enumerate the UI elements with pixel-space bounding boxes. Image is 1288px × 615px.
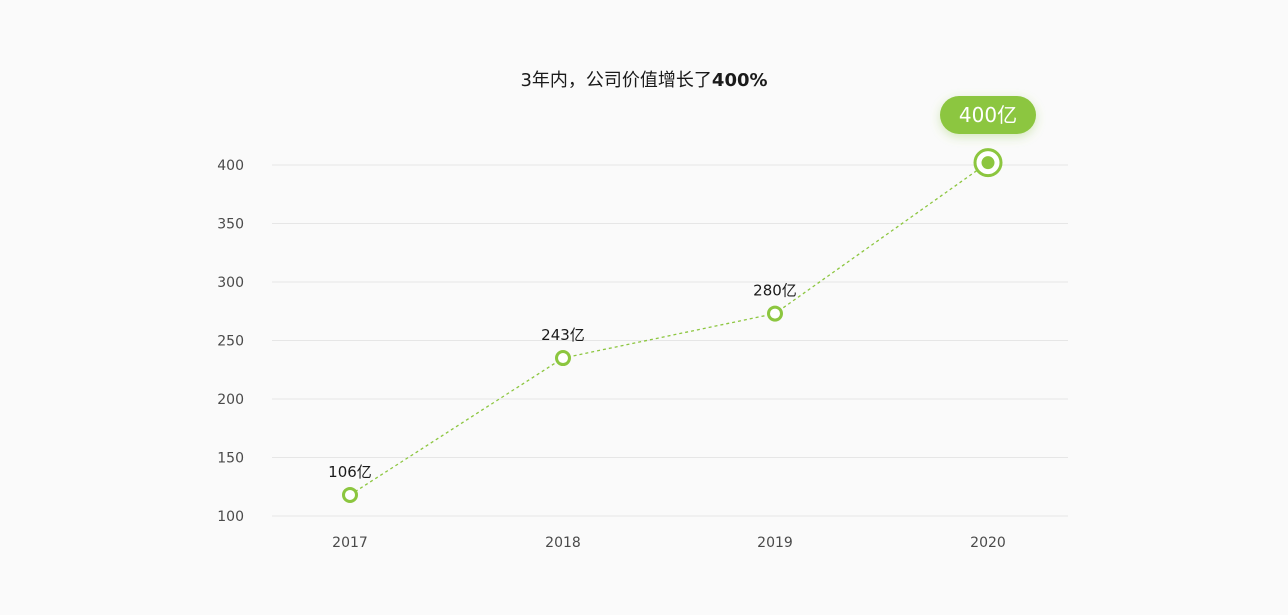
- grid-lines: [272, 164, 1068, 517]
- y-tick-label: 250: [217, 334, 244, 350]
- chart-title-emphasis: 400%: [711, 70, 768, 91]
- data-points: 106亿 243亿 280亿 400亿: [328, 96, 1036, 503]
- callout-badge-bg: [940, 96, 1036, 134]
- y-tick-label: 200: [217, 392, 244, 408]
- chart-title: 3年内，公司价值增长了400%: [0, 66, 1288, 92]
- data-label: 106亿: [328, 463, 372, 481]
- x-axis-ticks: 2017 2018 2019 2020: [332, 535, 1006, 551]
- y-tick-label: 100: [217, 509, 244, 525]
- data-point: [555, 350, 571, 367]
- data-label: 280亿: [753, 282, 797, 300]
- y-tick-label: 150: [217, 451, 244, 467]
- x-tick-label: 2017: [332, 535, 368, 551]
- y-tick-label: 350: [217, 217, 244, 233]
- data-point-highlight-core: [981, 156, 995, 170]
- y-tick-label: 400: [217, 158, 244, 174]
- callout-badge: 400亿: [940, 96, 1036, 134]
- data-label: 243亿: [541, 326, 585, 344]
- x-tick-label: 2020: [970, 535, 1006, 551]
- chart-title-prefix: 3年内，公司价值增长了: [520, 70, 712, 91]
- data-point: [767, 305, 783, 322]
- y-tick-label: 300: [217, 275, 244, 291]
- x-tick-label: 2019: [757, 535, 793, 551]
- data-label: 400亿: [959, 103, 1017, 127]
- y-axis-ticks: 100 150 200 250 300 350 400: [217, 158, 244, 525]
- data-point: [342, 486, 358, 503]
- x-tick-label: 2018: [545, 535, 581, 551]
- series-line: [349, 162, 989, 496]
